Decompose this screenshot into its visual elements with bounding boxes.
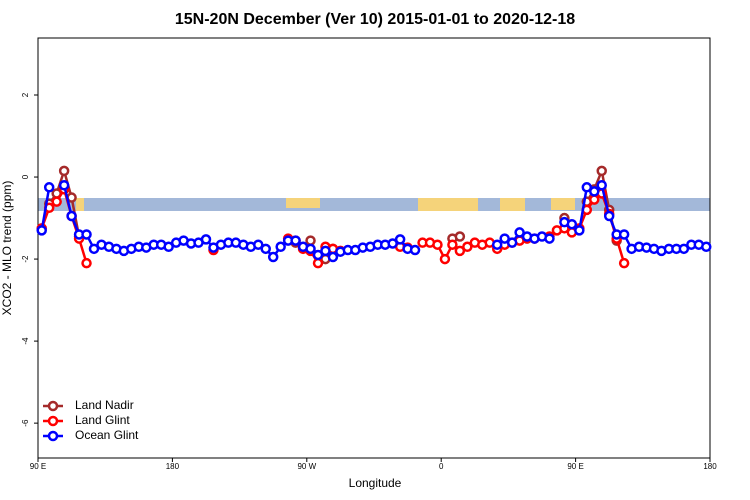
data-point bbox=[312, 257, 324, 269]
data-point bbox=[566, 218, 578, 230]
y-tick-label: 2 bbox=[21, 92, 30, 97]
data-point bbox=[618, 257, 630, 269]
legend-marker bbox=[47, 430, 59, 442]
data-point bbox=[58, 165, 70, 177]
data-point bbox=[603, 210, 615, 222]
data-point bbox=[439, 253, 451, 265]
data-point bbox=[66, 210, 77, 222]
data-point bbox=[574, 225, 585, 236]
legend-label: Ocean Glint bbox=[75, 428, 139, 442]
data-point bbox=[409, 244, 421, 256]
data-point bbox=[81, 257, 92, 269]
data-point bbox=[462, 241, 473, 253]
data-point bbox=[267, 251, 279, 263]
x-tick-label: 90 E bbox=[30, 462, 46, 471]
land-mask-strip bbox=[38, 198, 710, 211]
data-point bbox=[499, 233, 510, 244]
data-point bbox=[81, 229, 92, 240]
x-tick-label: 90 E bbox=[567, 462, 583, 471]
data-point bbox=[454, 245, 466, 257]
data-point bbox=[51, 196, 62, 207]
data-point bbox=[200, 234, 212, 245]
data-point bbox=[327, 251, 339, 263]
data-point bbox=[514, 227, 525, 238]
data-point bbox=[589, 194, 600, 205]
x-tick-label: 0 bbox=[439, 462, 444, 471]
data-point bbox=[618, 229, 630, 240]
y-tick-label: -2 bbox=[21, 255, 30, 263]
data-point bbox=[491, 239, 503, 250]
data-point bbox=[43, 182, 55, 193]
data-point bbox=[253, 239, 264, 250]
legend-label: Land Nadir bbox=[75, 398, 134, 412]
data-point bbox=[596, 179, 607, 191]
data-point bbox=[432, 239, 443, 250]
data-point bbox=[394, 234, 406, 245]
data-point bbox=[506, 237, 518, 248]
y-axis-label: XCO2 - MLO trend (ppm) bbox=[0, 181, 14, 316]
y-tick-label: -6 bbox=[21, 419, 30, 427]
legend-marker bbox=[47, 415, 59, 427]
chart-title: 15N-20N December (Ver 10) 2015-01-01 to … bbox=[175, 11, 575, 28]
data-point bbox=[701, 241, 712, 253]
x-tick-label: 180 bbox=[703, 462, 717, 471]
data-point bbox=[275, 241, 286, 253]
x-tick-label: 90 W bbox=[297, 462, 316, 471]
y-tick-label: 0 bbox=[21, 174, 30, 179]
data-point bbox=[36, 225, 47, 236]
x-tick-label: 180 bbox=[166, 462, 180, 471]
data-point bbox=[305, 235, 316, 246]
data-point bbox=[305, 243, 316, 255]
data-point bbox=[589, 186, 600, 197]
data-point bbox=[290, 235, 301, 246]
legend-label: Land Glint bbox=[75, 413, 130, 427]
data-point bbox=[447, 239, 458, 250]
data-point bbox=[387, 238, 398, 249]
data-point bbox=[581, 182, 593, 193]
data-point bbox=[320, 245, 331, 257]
data-point bbox=[163, 241, 174, 253]
data-point bbox=[58, 179, 70, 191]
x-axis-label: Longitude bbox=[349, 476, 402, 490]
data-point bbox=[596, 165, 607, 177]
data-point bbox=[260, 243, 271, 255]
data-point bbox=[312, 249, 324, 261]
y-tick-label: -4 bbox=[21, 337, 30, 345]
data-point bbox=[678, 243, 690, 255]
data-point bbox=[544, 233, 555, 244]
legend-marker bbox=[47, 400, 59, 412]
data-point bbox=[88, 243, 100, 255]
data-point bbox=[454, 231, 466, 242]
